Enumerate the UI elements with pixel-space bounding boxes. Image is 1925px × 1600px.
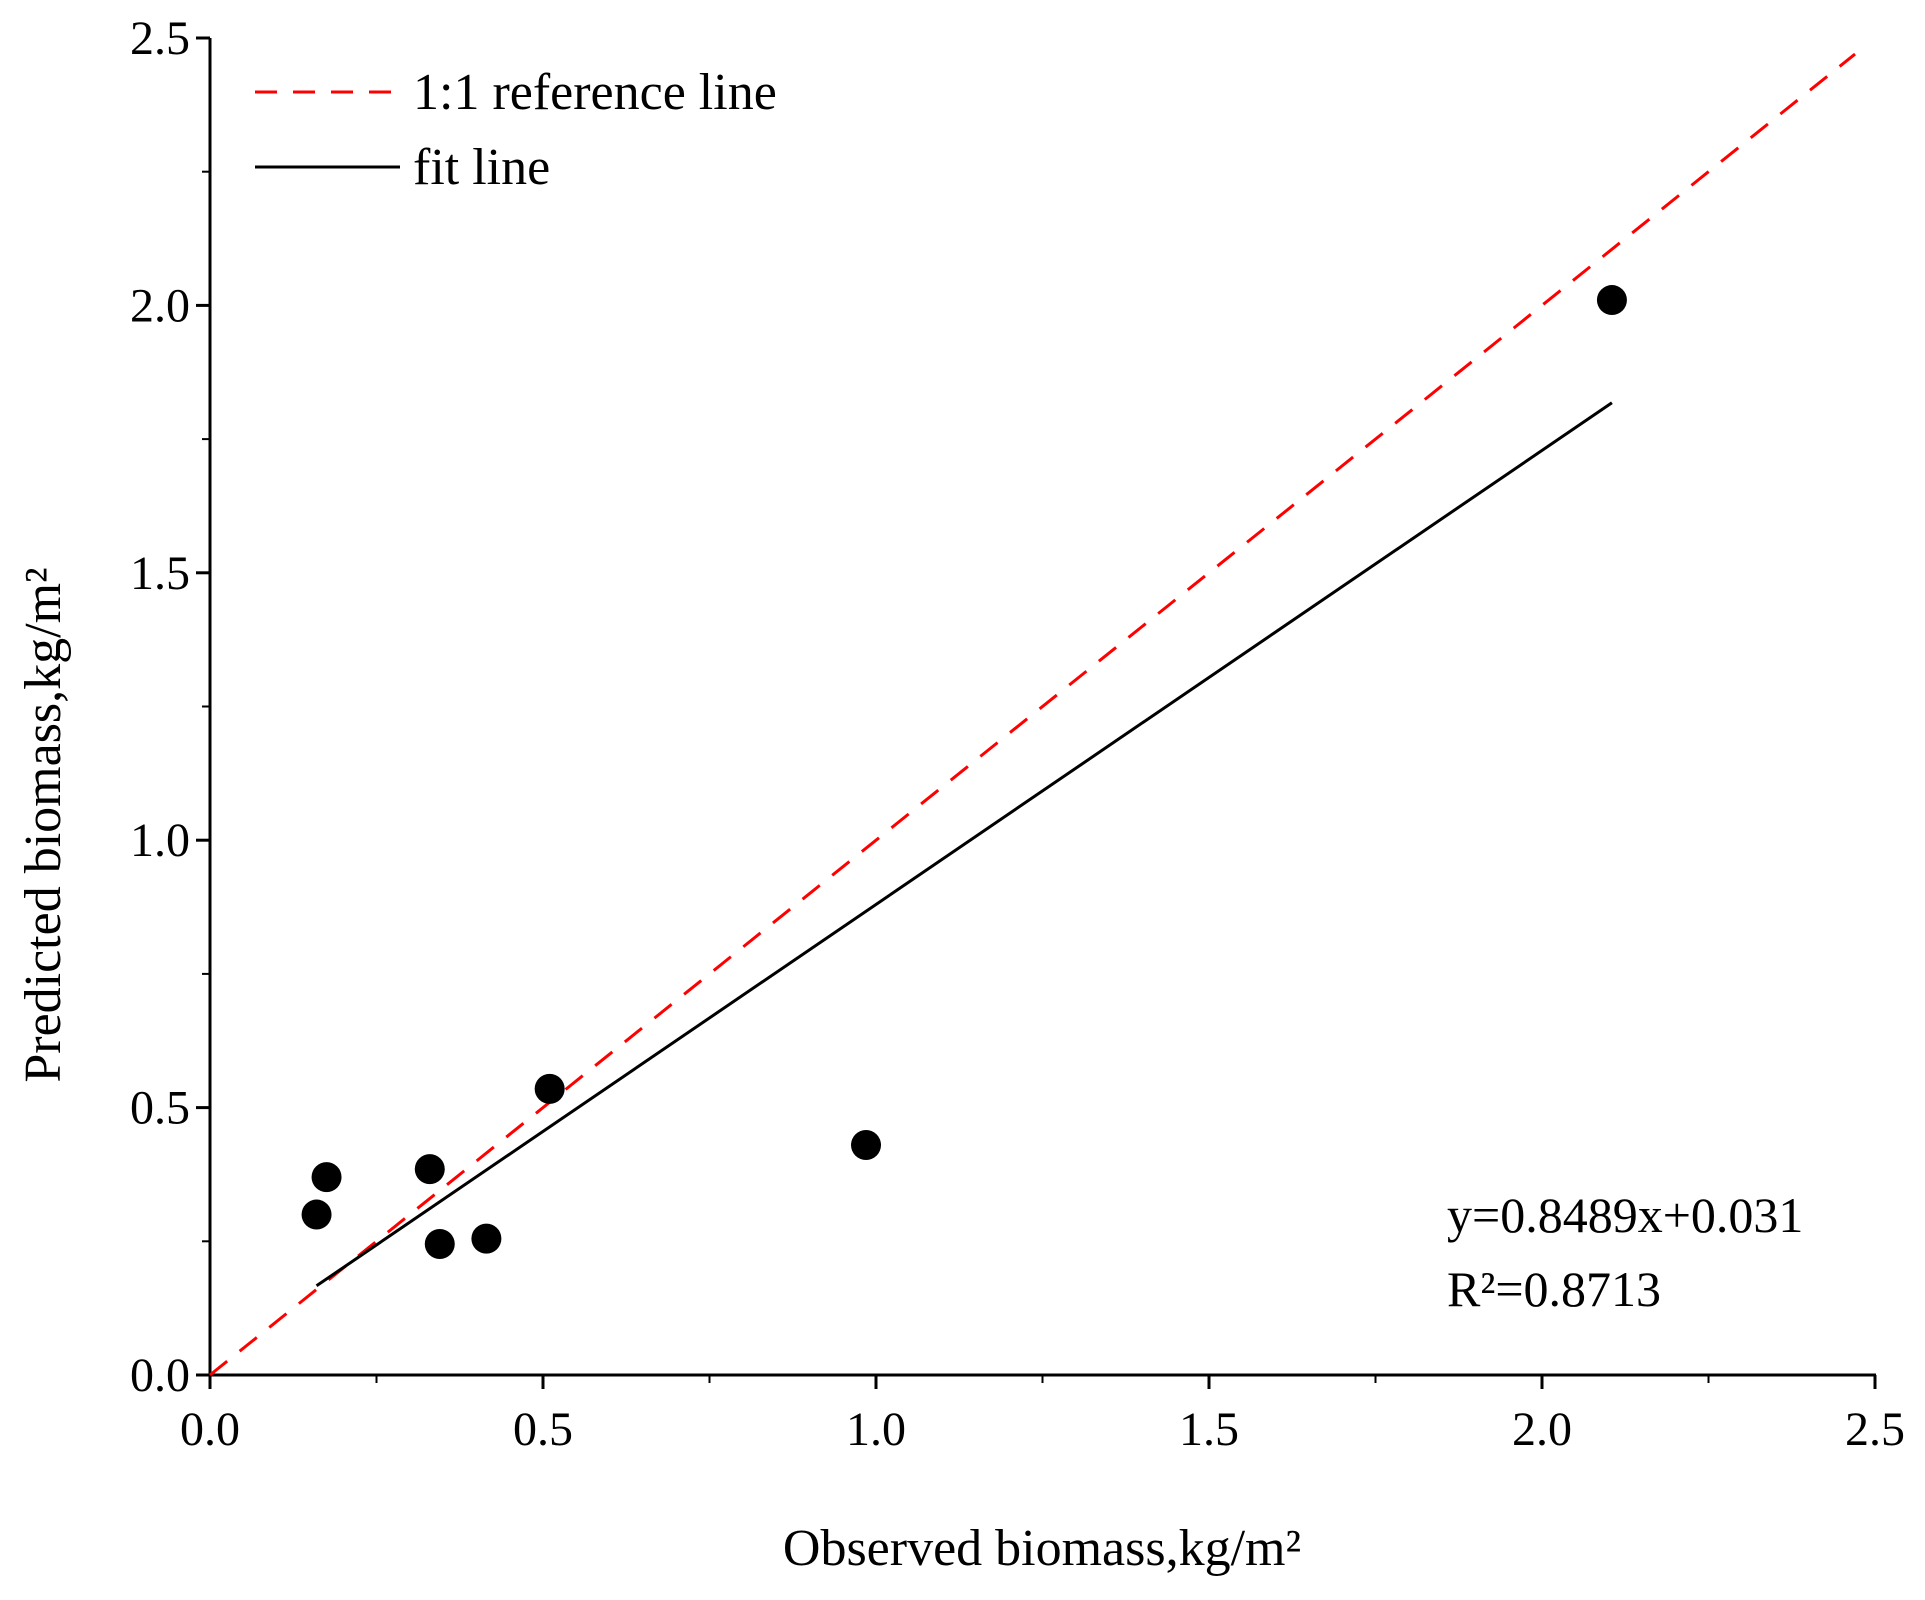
reference-line	[209, 52, 1856, 1377]
data-point	[301, 1199, 332, 1230]
data-point	[424, 1228, 455, 1259]
axis-ticks: 0.0 0.5 1.0 1.5 2.0 2.5 0.0 0.5 1.0 1.5 2.0 2.5	[130, 12, 1905, 1456]
y-axis-label: Predicted biomass,kg/m²	[15, 567, 72, 1082]
x-tick-label: 2.0	[1512, 1403, 1572, 1456]
data-point	[311, 1162, 342, 1193]
fit-line	[315, 401, 1613, 1288]
legend: 1:1 reference line fit line	[255, 64, 777, 196]
fit-equation: y=0.8489x+0.031	[1447, 1187, 1803, 1243]
y-tick-label: 1.0	[130, 814, 190, 867]
y-tick-label: 0.5	[130, 1082, 190, 1135]
y-tick-label: 1.5	[130, 547, 190, 600]
x-tick-label: 0.0	[180, 1403, 240, 1456]
data-point	[414, 1154, 445, 1185]
legend-fit-label: fit line	[413, 139, 550, 196]
x-tick-label: 0.5	[513, 1403, 573, 1456]
data-point	[1596, 285, 1627, 316]
data-point	[471, 1223, 502, 1254]
data-points	[301, 285, 1627, 1259]
legend-reference-label: 1:1 reference line	[413, 64, 777, 121]
data-point	[534, 1073, 565, 1104]
plot-lines	[209, 52, 1856, 1377]
y-tick-label: 0.0	[130, 1349, 190, 1402]
r-squared: R²=0.8713	[1447, 1261, 1661, 1317]
y-tick-label: 2.0	[130, 279, 190, 332]
x-tick-label: 1.5	[1179, 1403, 1239, 1456]
y-tick-label: 2.5	[130, 12, 190, 65]
x-tick-label: 1.0	[846, 1403, 906, 1456]
x-axis-label: Observed biomass,kg/m²	[783, 1520, 1301, 1577]
data-point	[851, 1130, 882, 1161]
x-tick-label: 2.5	[1845, 1403, 1905, 1456]
